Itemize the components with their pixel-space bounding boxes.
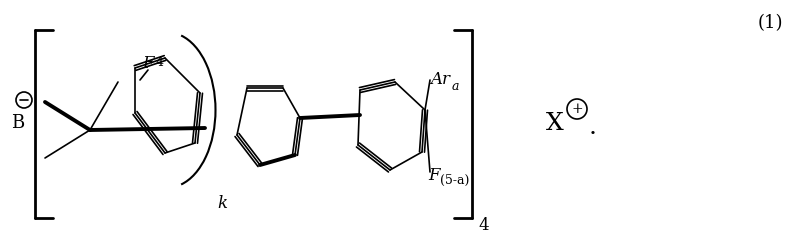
Text: 4: 4 (156, 57, 164, 69)
Text: a: a (452, 80, 459, 93)
Text: Ar: Ar (430, 71, 450, 89)
Text: F: F (428, 167, 439, 185)
Text: X: X (546, 112, 564, 134)
Text: k: k (217, 194, 227, 212)
Text: 4: 4 (478, 217, 488, 235)
Text: +: + (571, 102, 583, 116)
Text: F: F (142, 55, 154, 71)
Text: .: . (589, 117, 597, 139)
Text: B: B (11, 114, 25, 132)
Text: (1): (1) (757, 14, 783, 32)
Text: (5-a): (5-a) (440, 174, 469, 186)
